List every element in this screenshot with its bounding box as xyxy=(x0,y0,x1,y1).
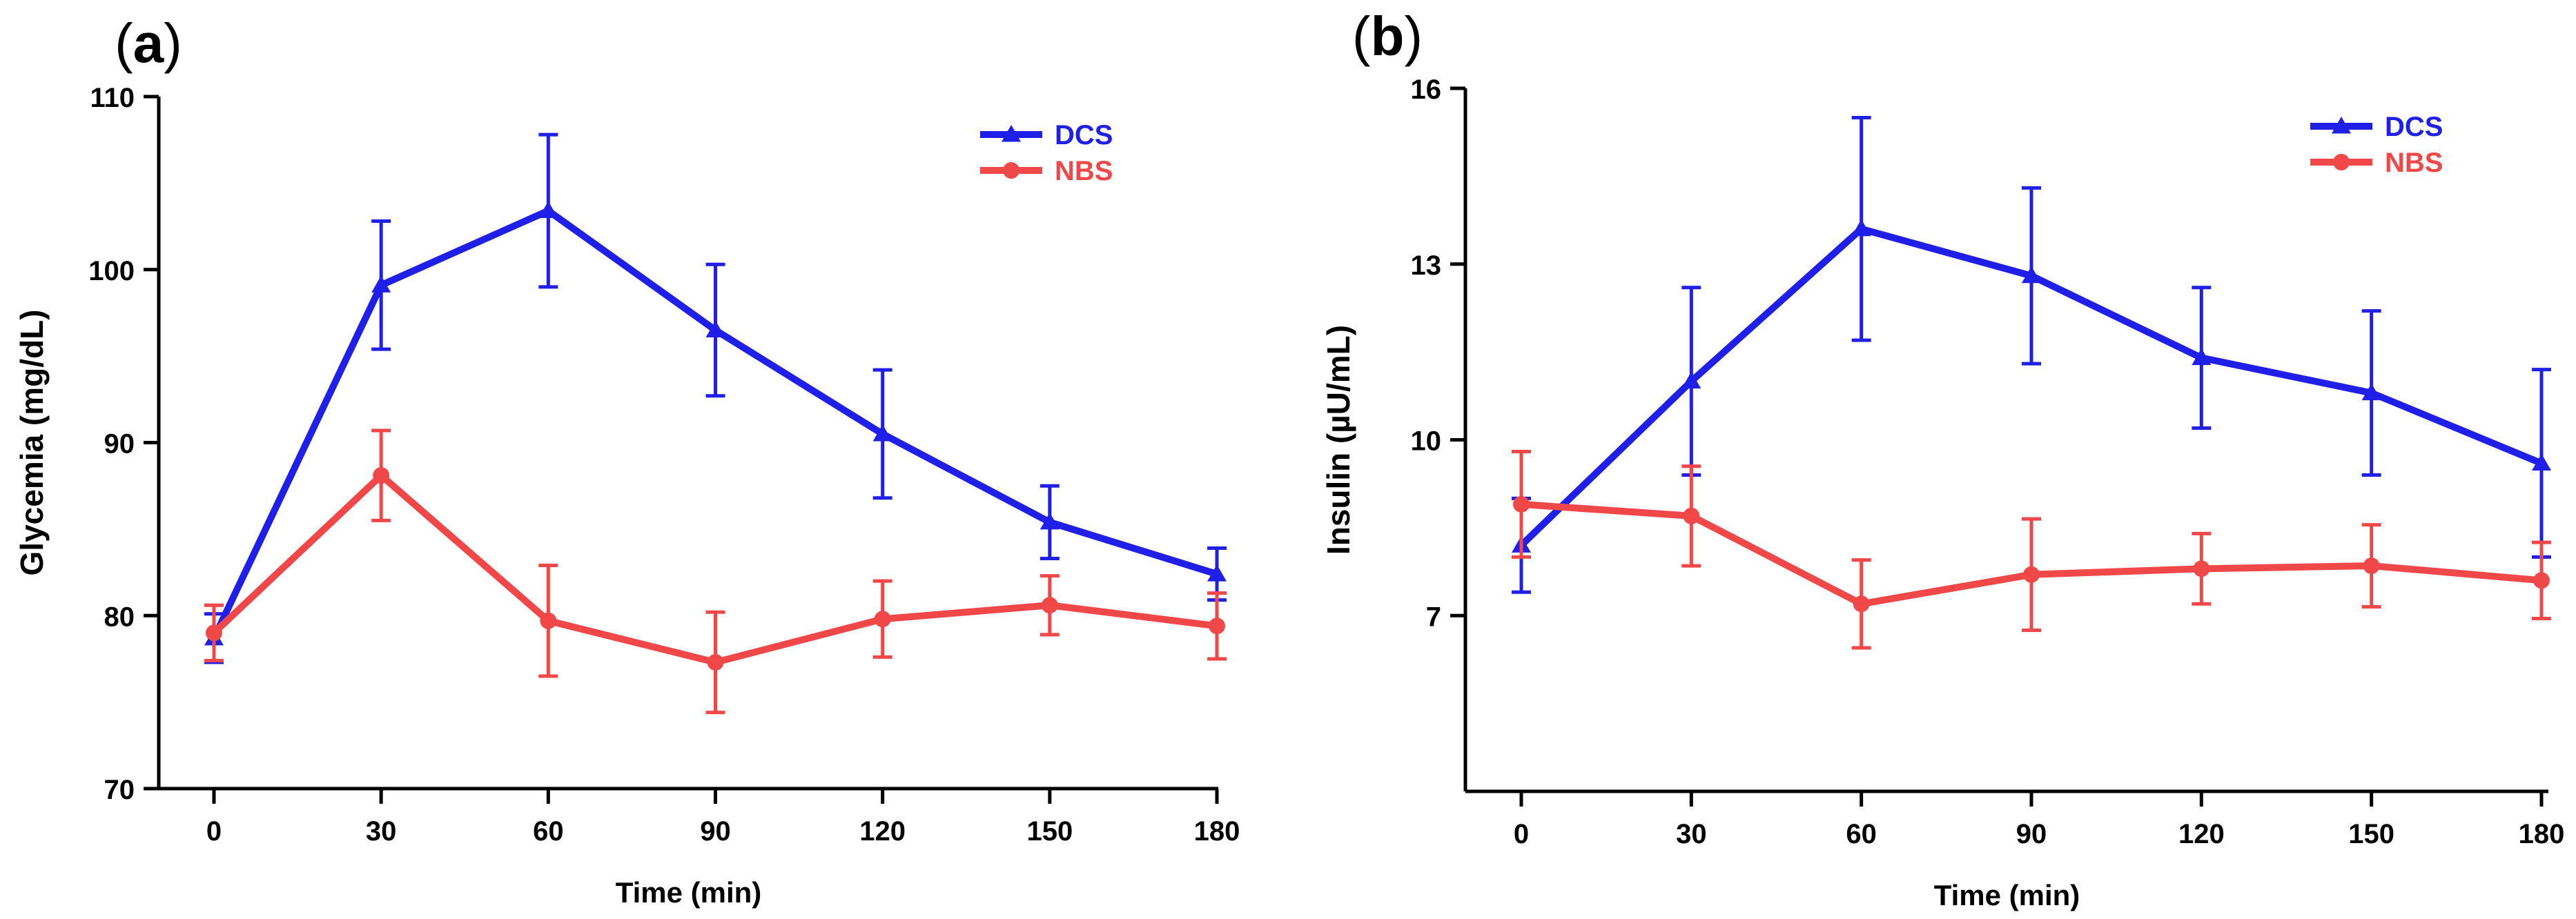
panel-label-close-paren: ) xyxy=(164,12,182,74)
panel-a: 70 80 90 100 110 0 30 60 90 120 150 180 Time (min) Gl… xyxy=(14,83,1240,909)
panel-label-letter: b xyxy=(1371,6,1405,67)
x-tick-label: 180 xyxy=(2519,819,2565,849)
data-point-circle xyxy=(1041,597,1058,614)
x-tick-label: 60 xyxy=(533,816,564,847)
legend-label: DCS xyxy=(2385,112,2443,142)
data-point-circle xyxy=(1513,495,1530,513)
legend-label: NBS xyxy=(1055,156,1113,186)
data-point-triangle xyxy=(1851,219,1871,237)
data-point-circle xyxy=(540,612,557,629)
data-point-triangle xyxy=(2022,266,2041,284)
x-tick-label: 90 xyxy=(700,816,731,847)
data-point-circle xyxy=(874,611,891,628)
legend-marker-triangle xyxy=(1002,125,1021,142)
panel-label-open-paren: ( xyxy=(1352,6,1371,67)
data-point-triangle xyxy=(1681,371,1701,389)
x-axis-title: Time (min) xyxy=(1934,879,2080,911)
y-tick-label: 90 xyxy=(104,429,135,460)
y-tick-label: 16 xyxy=(1411,75,1442,105)
legend-item-nbs: NBS xyxy=(980,156,1113,186)
data-point-circle xyxy=(206,624,222,642)
legend-item-nbs: NBS xyxy=(2310,148,2443,178)
y-tick-label: 100 xyxy=(88,256,135,286)
data-point-circle xyxy=(1853,595,1870,613)
y-tick-label: 7 xyxy=(1426,602,1441,632)
legend-marker-triangle xyxy=(2332,117,2351,134)
x-tick-label: 0 xyxy=(1514,819,1529,849)
series-nbs xyxy=(1512,449,2551,650)
data-point-circle xyxy=(2363,557,2380,575)
data-point-triangle xyxy=(2192,348,2212,366)
y-tick-label: 110 xyxy=(90,83,135,113)
x-tick-label: 0 xyxy=(206,816,222,847)
data-point-triangle xyxy=(705,320,725,338)
x-tick-label: 150 xyxy=(2348,819,2394,849)
panel-label-letter: a xyxy=(133,12,164,74)
panel-label: (a) xyxy=(115,12,182,74)
x-tick-label: 60 xyxy=(1846,819,1877,849)
data-point-circle xyxy=(2023,566,2040,583)
x-tick-label: 180 xyxy=(1194,816,1240,847)
legend-item-dcs: DCS xyxy=(980,120,1113,150)
data-point-circle xyxy=(1683,507,1700,524)
panel-label-close-paren: ) xyxy=(1404,6,1423,67)
y-tick-label: 10 xyxy=(1411,426,1442,457)
series-nbs xyxy=(204,428,1227,715)
data-point-triangle xyxy=(538,201,558,218)
legend-marker-circle xyxy=(2333,154,2350,170)
panel-b: 7 10 13 16 0 30 60 90 120 150 180 Time (min) Insulin… xyxy=(1320,75,2564,911)
legend-label: NBS xyxy=(2385,148,2443,178)
x-tick-label: 150 xyxy=(1026,816,1073,847)
data-point-circle xyxy=(373,467,390,484)
series-dcs xyxy=(204,132,1227,664)
data-point-circle xyxy=(707,653,724,671)
x-tick-label: 120 xyxy=(859,816,906,847)
y-axis-title: Insulin (µU/mL) xyxy=(1320,325,1356,555)
data-point-triangle xyxy=(872,424,892,442)
y-tick-label: 80 xyxy=(104,602,135,632)
y-tick-label: 13 xyxy=(1411,250,1442,281)
data-point-triangle xyxy=(2361,383,2381,401)
legend-marker-circle xyxy=(1003,162,1019,179)
legend-item-dcs: DCS xyxy=(2310,112,2443,142)
x-axis-title: Time (min) xyxy=(616,876,762,909)
data-point-circle xyxy=(1209,617,1225,635)
data-point-triangle xyxy=(2532,453,2551,471)
x-tick-label: 30 xyxy=(366,816,397,847)
x-tick-label: 90 xyxy=(2016,819,2047,849)
y-tick-label: 70 xyxy=(104,775,135,805)
x-tick-label: 120 xyxy=(2178,819,2225,849)
panel-label-open-paren: ( xyxy=(115,12,133,74)
y-axis-title: Glycemia (mg/dL) xyxy=(14,310,50,576)
data-point-triangle xyxy=(1207,564,1227,582)
data-point-triangle xyxy=(1040,512,1060,530)
series-dcs xyxy=(1512,115,2551,594)
data-point-circle xyxy=(2193,560,2210,577)
panel-label: (b) xyxy=(1352,6,1423,67)
data-point-triangle xyxy=(371,275,391,293)
data-point-circle xyxy=(2533,572,2550,589)
x-tick-label: 30 xyxy=(1676,819,1707,849)
legend-label: DCS xyxy=(1055,120,1113,150)
